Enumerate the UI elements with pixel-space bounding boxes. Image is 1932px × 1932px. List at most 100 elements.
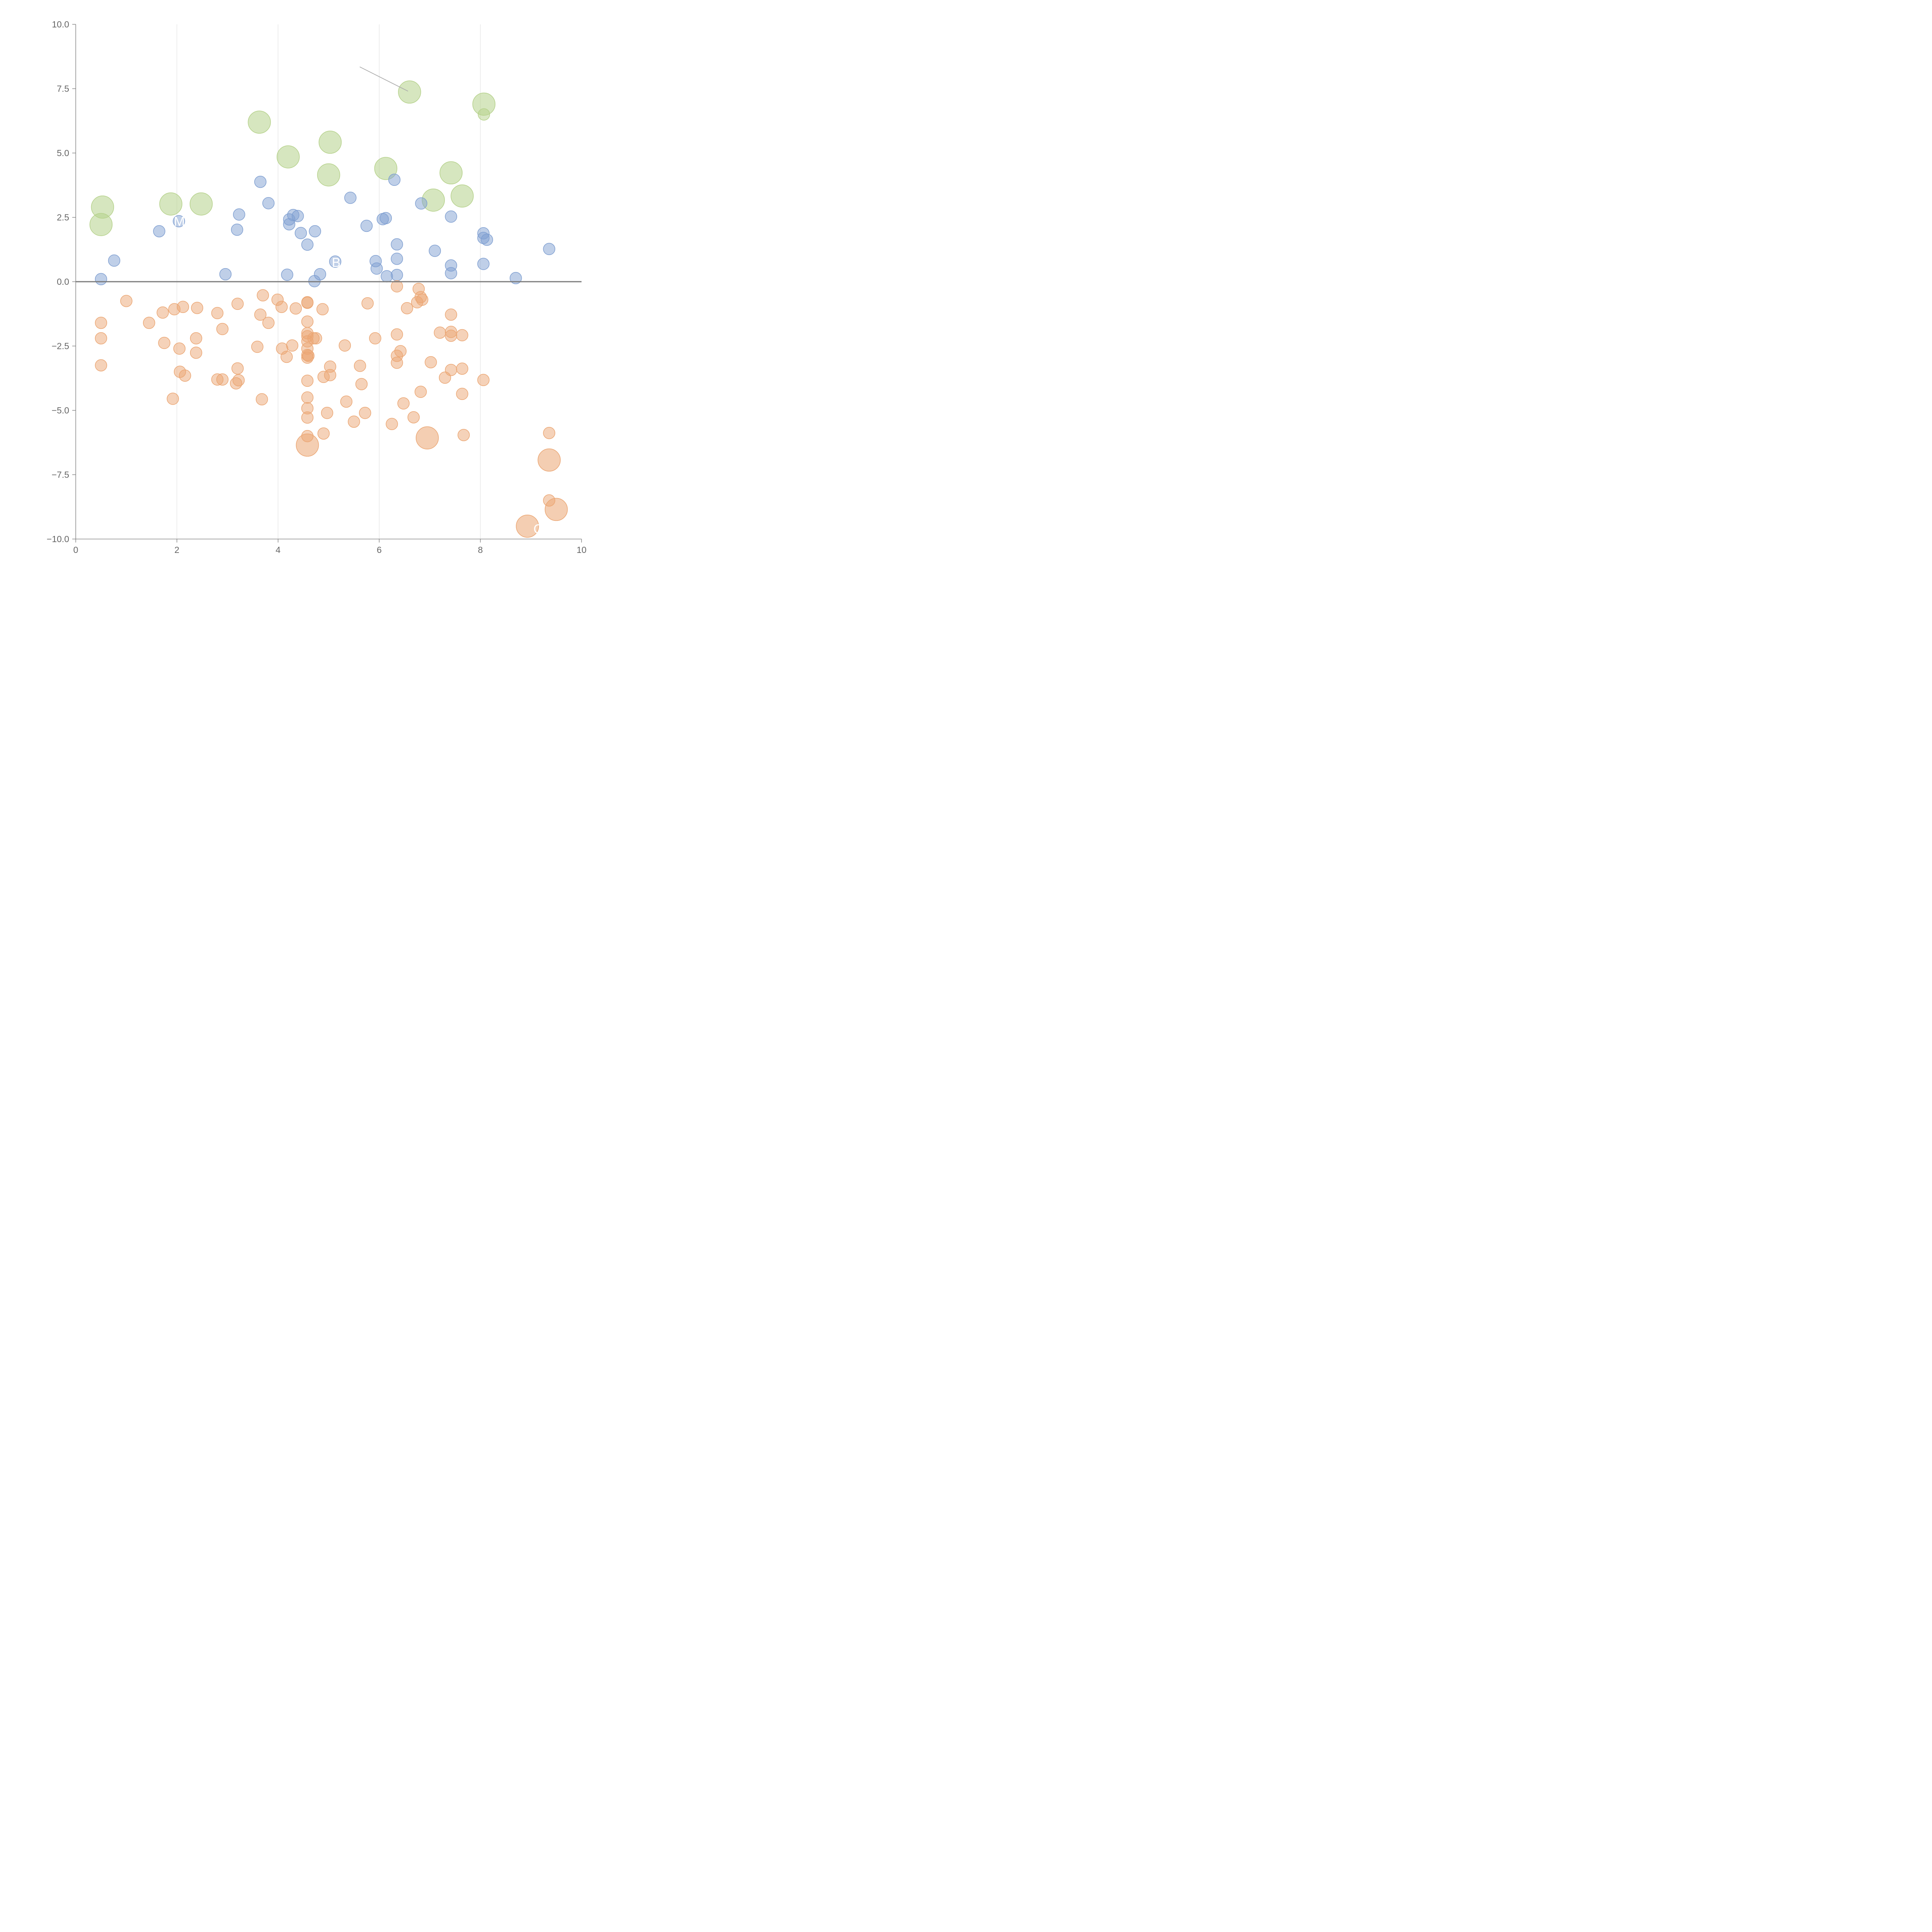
- bubble-blue: [429, 245, 441, 257]
- bubble-blue: [445, 267, 457, 279]
- bubble-orange: [231, 362, 244, 375]
- bubble-orange: [397, 397, 410, 410]
- bubble-orange: [414, 386, 427, 398]
- bubble-blue: [391, 252, 403, 265]
- bubble-orange: [302, 350, 315, 362]
- bubble-orange: [416, 426, 439, 450]
- y-tick-label: 0.0: [57, 277, 69, 287]
- y-tick-label: 5.0: [57, 148, 69, 158]
- bubble-orange: [216, 323, 229, 335]
- y-tick-label: −5.0: [52, 405, 69, 415]
- bubble-orange: [251, 340, 264, 353]
- axes: 0 2 4 6 8 10 10.0 7.5 5.0 2.5 0.0 −2.5 −5.0 −7.5 −10.0: [47, 19, 587, 555]
- bubble-orange: [340, 395, 353, 408]
- bubble-orange: [401, 302, 413, 315]
- bubble-green: [189, 192, 213, 216]
- bubble-blue: [291, 210, 304, 222]
- point-label: M: [174, 214, 185, 229]
- bubble-blue: [371, 262, 383, 275]
- bubble-orange: [301, 411, 314, 424]
- bubble-green: [398, 80, 421, 104]
- bubble-blue: [233, 208, 245, 221]
- y-tick-label: −2.5: [52, 341, 69, 351]
- bubble-orange: [338, 339, 351, 352]
- bubble-orange: [354, 360, 366, 372]
- bubble-orange: [394, 345, 407, 357]
- bubble-orange: [190, 347, 202, 359]
- bubble-blue: [309, 225, 321, 238]
- bubble-green: [159, 192, 182, 216]
- bubble-orange: [543, 427, 555, 439]
- bubble-green: [451, 184, 474, 207]
- bubble-orange: [456, 388, 468, 400]
- bubble-blue: [481, 233, 493, 246]
- bubble-orange: [143, 316, 155, 329]
- bubble-orange: [445, 330, 457, 342]
- bubble-blue: [344, 192, 357, 204]
- bubble-orange: [276, 301, 288, 313]
- x-tick-label: 4: [276, 545, 281, 555]
- bubble-orange: [167, 393, 179, 405]
- bubble-green: [277, 145, 300, 168]
- x-tick-label: 8: [478, 545, 483, 555]
- bubble-orange: [232, 374, 245, 386]
- bubble-orange: [516, 514, 539, 538]
- bubble-blue: [108, 254, 121, 267]
- bubble-blue: [314, 268, 326, 281]
- bubble-orange: [434, 327, 446, 339]
- bubble-orange: [177, 301, 189, 313]
- bubble-blue: [153, 225, 165, 238]
- bubble-orange: [457, 429, 470, 441]
- bubble-green: [89, 213, 113, 236]
- y-tick-label: 2.5: [57, 213, 69, 223]
- bubble-orange: [324, 369, 337, 381]
- y-tick-label: 10.0: [52, 19, 69, 29]
- x-tick-label: 0: [73, 545, 78, 555]
- bubble-orange: [391, 328, 403, 341]
- bubble-blue: [381, 270, 393, 282]
- bubble-orange: [95, 316, 107, 329]
- bubble-blue: [231, 223, 243, 236]
- bubble-blue: [543, 243, 555, 255]
- bubble-green: [374, 157, 398, 180]
- bubble-orange: [231, 298, 244, 310]
- bubble-orange: [254, 308, 267, 321]
- bubble-green: [439, 161, 463, 185]
- bubble-orange: [286, 339, 299, 352]
- bubble-blue: [262, 197, 275, 209]
- bubble-blue: [360, 219, 373, 232]
- bubble-orange: [190, 332, 202, 345]
- bubble-orange: [120, 295, 133, 307]
- bubble-orange: [386, 418, 398, 430]
- bubble-orange: [477, 374, 490, 386]
- bubble-blue: [477, 258, 490, 270]
- bubble-orange: [359, 406, 371, 419]
- bubble-orange: [348, 415, 360, 428]
- bubble-layer: [89, 80, 568, 538]
- bubble-orange: [301, 296, 314, 309]
- bubble-orange: [369, 332, 381, 345]
- bubble-orange: [301, 391, 314, 404]
- bubble-orange: [391, 280, 403, 293]
- bubble-blue: [388, 173, 401, 186]
- bubble-orange: [156, 306, 169, 319]
- bubble-blue: [95, 273, 107, 286]
- bubble-orange: [216, 373, 229, 386]
- bubble-orange: [317, 427, 330, 440]
- annotation-leader-line: [359, 66, 408, 92]
- bubble-green: [318, 131, 342, 154]
- y-tick-label: 7.5: [57, 84, 69, 94]
- bubble-blue: [329, 255, 342, 268]
- bubble-green: [478, 108, 490, 121]
- bubble-orange: [416, 293, 429, 306]
- bubble-orange: [262, 316, 275, 329]
- bubble-chart: 0 2 4 6 8 10 10.0 7.5 5.0 2.5 0.0 −2.5 −5.0 −7.5 −10.0…: [47, 19, 587, 555]
- bubble-orange: [281, 350, 293, 363]
- bubble-orange: [191, 302, 203, 314]
- x-tick-label: 6: [377, 545, 382, 555]
- bubble-blue: [391, 238, 403, 251]
- bubble-orange: [296, 434, 319, 457]
- bubble-blue: [281, 269, 293, 281]
- bubble-orange: [289, 302, 302, 315]
- bubble-orange: [456, 329, 468, 342]
